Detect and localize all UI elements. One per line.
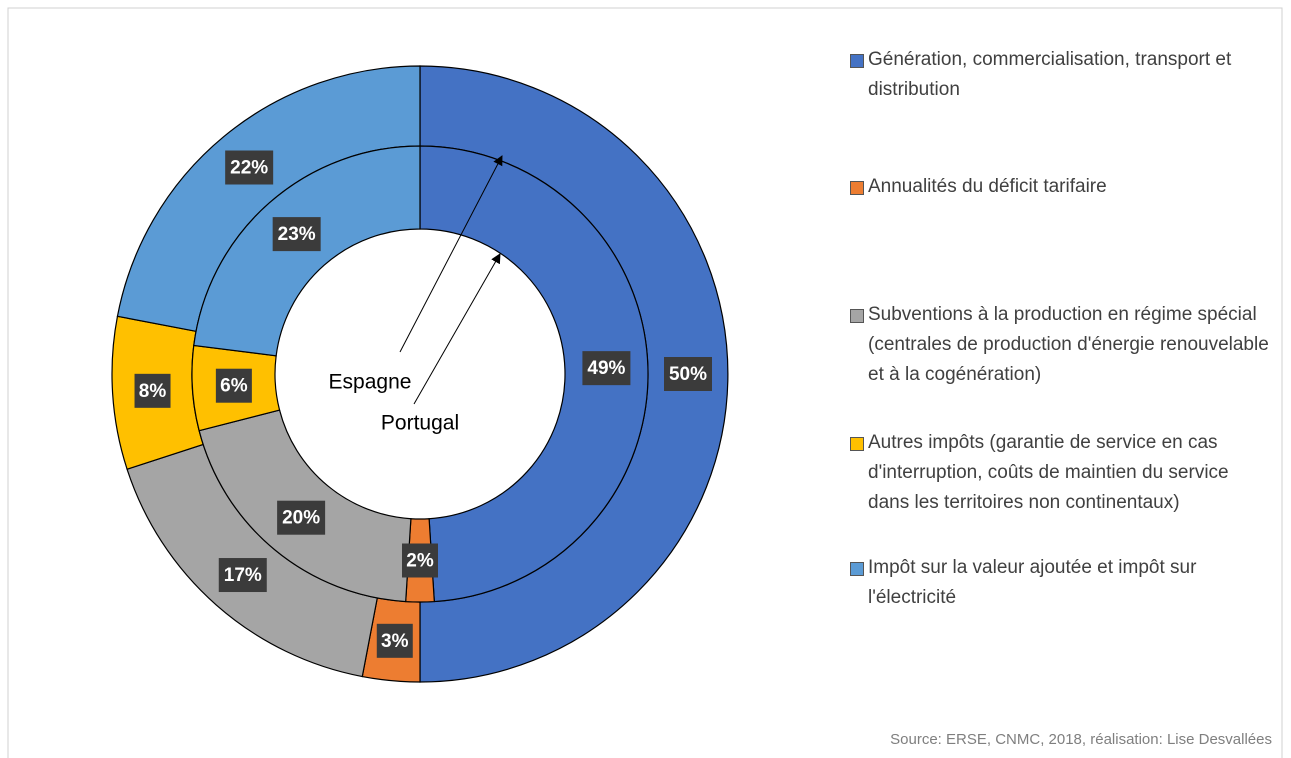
data-label-box [582, 351, 631, 386]
data-label-box [402, 543, 438, 578]
data-label: 22% [230, 158, 268, 179]
data-label: 8% [139, 381, 167, 402]
arrow [399, 155, 503, 353]
data-label-box [272, 217, 321, 252]
legend-entry: Subventions à la production en régime sp… [850, 300, 1270, 390]
data-label-box [376, 623, 413, 658]
donut-segment [419, 145, 649, 603]
legend-swatch [850, 309, 864, 323]
legend-label: Génération, commercialisation, transport… [868, 49, 1232, 100]
legend-label: Annualités du déficit tarifaire [868, 176, 1107, 197]
annotation: Portugal [381, 412, 459, 435]
source: Source: ERSE, CNMC, 2018, réalisation: L… [890, 731, 1272, 748]
data-label: 6% [220, 376, 248, 397]
legend-entry: Annualités du déficit tarifaire [850, 172, 1270, 202]
legend-label: Autres impôts (garantie de service en ca… [868, 432, 1229, 513]
data-label-box [134, 373, 171, 408]
data-label-box [218, 558, 267, 593]
data-label-box [225, 150, 274, 185]
data-label: 3% [381, 631, 409, 652]
legend-entry: Impôt sur la valeur ajoutée et impôt sur… [850, 553, 1270, 613]
legend-swatch [850, 437, 864, 451]
data-label: 23% [278, 224, 316, 245]
legend-label: Subventions à la production en régime sp… [868, 304, 1269, 385]
legend-swatch [850, 54, 864, 68]
data-label: 17% [224, 565, 262, 586]
annotation: Espagne [329, 371, 412, 394]
legend-entry: Génération, commercialisation, transport… [850, 45, 1270, 105]
data-label: 50% [669, 364, 707, 385]
data-label: 49% [587, 358, 625, 379]
legend-entry: Autres impôts (garantie de service en ca… [850, 428, 1270, 518]
data-label: 20% [282, 508, 320, 529]
arrow [413, 253, 501, 405]
data-label: 2% [406, 551, 434, 572]
frame [7, 7, 1283, 758]
legend-swatch [850, 562, 864, 576]
legend-label: Impôt sur la valeur ajoutée et impôt sur… [868, 557, 1197, 608]
data-label-box [277, 500, 326, 535]
data-label-box [215, 368, 252, 403]
legend-swatch [850, 181, 864, 195]
data-label-box [664, 357, 712, 391]
